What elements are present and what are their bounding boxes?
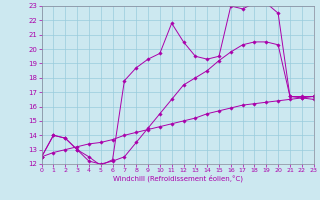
X-axis label: Windchill (Refroidissement éolien,°C): Windchill (Refroidissement éolien,°C): [113, 175, 243, 182]
